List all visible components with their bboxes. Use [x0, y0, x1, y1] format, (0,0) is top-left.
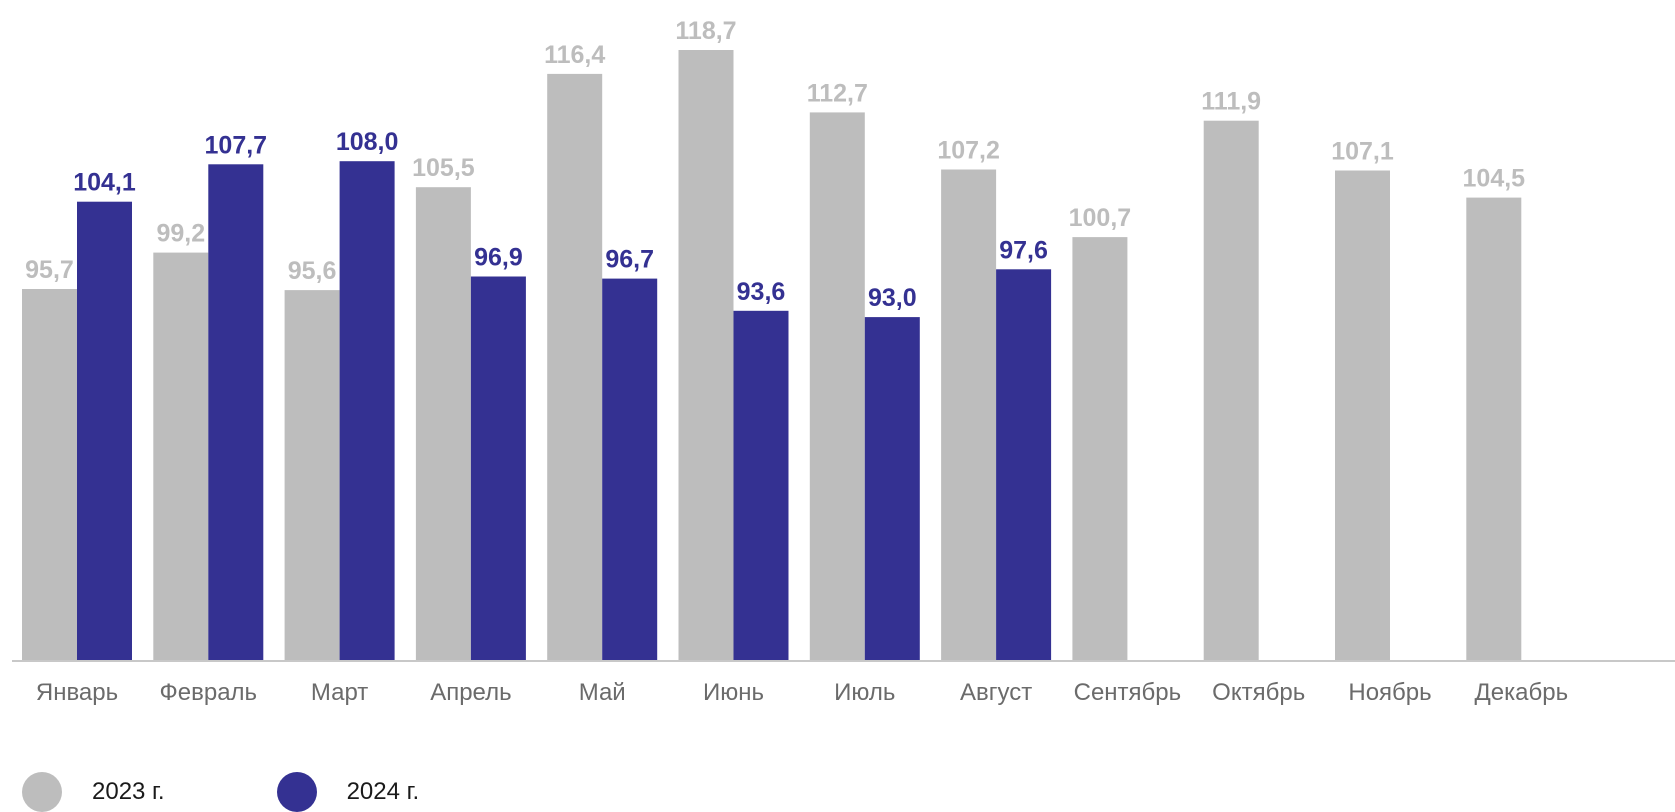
value-label-2023-8: 107,2 [937, 137, 1000, 165]
value-label-2023-7: 112,7 [807, 79, 868, 107]
value-label-2024-2: 107,7 [205, 131, 268, 159]
legend-label-2023: 2023 г. [92, 778, 165, 805]
bar-2023-4 [415, 187, 471, 660]
value-label-2024-8: 97,6 [999, 236, 1048, 264]
value-label-2023-3: 95,6 [288, 257, 337, 285]
bar-2023-12 [1466, 197, 1522, 660]
legend-item-2024: 2024 г. [276, 772, 420, 812]
category-label-1: Январь [36, 679, 118, 706]
value-label-2024-7: 93,0 [868, 284, 917, 312]
category-label-3: Март [311, 679, 368, 706]
value-label-2023-11: 107,1 [1331, 138, 1394, 166]
legend-item-2023: 2023 г. [22, 772, 165, 812]
bar-2024-7 [864, 317, 920, 660]
value-label-2023-6: 118,7 [675, 17, 736, 45]
category-label-2: Февраль [160, 679, 258, 706]
category-label-6: Июнь [703, 679, 764, 706]
value-label-2023-9: 100,7 [1069, 204, 1132, 232]
category-label-11: Ноябрь [1348, 679, 1431, 706]
value-label-2024-1: 104,1 [73, 169, 136, 197]
value-label-2023-10: 111,9 [1201, 88, 1261, 116]
bar-2024-5 [602, 278, 658, 660]
bar-2023-2 [153, 252, 209, 660]
category-label-5: Май [579, 679, 626, 706]
bar-2023-7 [809, 112, 865, 660]
bar-2023-6 [678, 50, 734, 660]
category-label-7: Июль [834, 679, 895, 706]
value-label-2023-5: 116,4 [544, 41, 605, 69]
bar-2023-8 [941, 169, 997, 660]
legend-swatch-2023 [22, 772, 62, 812]
value-label-2024-3: 108,0 [336, 128, 399, 156]
value-label-2024-4: 96,9 [474, 244, 523, 272]
bar-2024-8 [996, 269, 1052, 660]
bar-2024-1 [77, 201, 132, 660]
bar-2023-1 [22, 289, 77, 660]
category-label-9: Сентябрь [1074, 679, 1182, 706]
legend-label-2024: 2024 г. [346, 778, 420, 805]
value-label-2023-4: 105,5 [412, 154, 475, 182]
bar-2024-3 [339, 161, 395, 660]
category-label-10: Октябрь [1212, 679, 1305, 706]
value-label-2024-5: 96,7 [605, 246, 654, 274]
category-label-4: Апрель [430, 679, 511, 706]
category-label-12: Декабрь [1475, 679, 1569, 706]
bar-2024-6 [733, 310, 789, 660]
bar-2023-11 [1335, 170, 1390, 660]
bar-2023-5 [547, 73, 603, 660]
value-label-2024-6: 93,6 [737, 278, 786, 306]
value-label-2023-12: 104,5 [1463, 165, 1526, 193]
category-label-8: Август [960, 679, 1032, 706]
value-label-2023-2: 99,2 [156, 220, 205, 248]
bar-2023-9 [1072, 237, 1128, 660]
bar-2024-4 [470, 276, 526, 660]
bar-2024-2 [208, 164, 264, 661]
legend: 2023 г. 2024 г. [22, 772, 531, 812]
legend-swatch-2024 [276, 772, 317, 812]
bar-2023-10 [1203, 120, 1259, 660]
bar-2023-3 [284, 290, 340, 660]
value-label-2023-1: 95,7 [25, 256, 74, 284]
